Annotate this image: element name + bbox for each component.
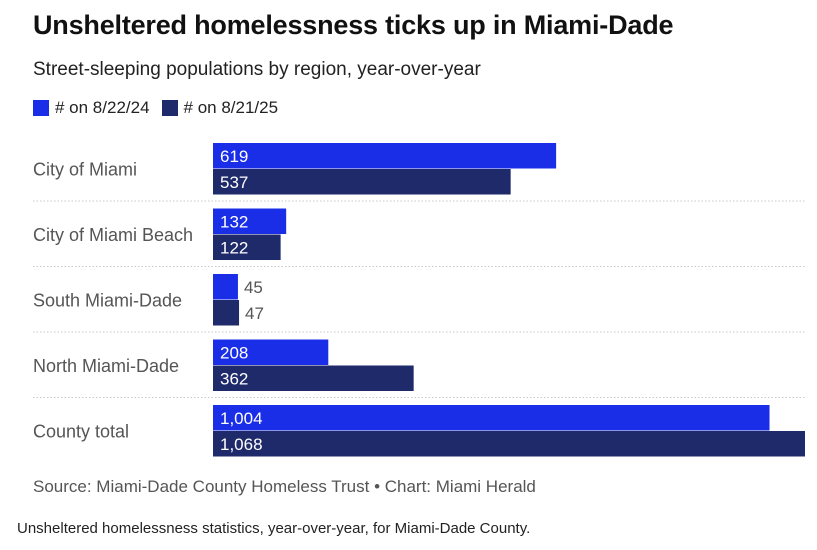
legend-label-2025: # on 8/21/25 <box>183 98 279 117</box>
data-label-north-miami-dade-series-1: 362 <box>220 369 248 388</box>
data-label-county-total-series-1: 1,068 <box>220 435 263 454</box>
category-label-north-miami-dade: North Miami-Dade <box>33 356 179 376</box>
data-label-south-miami-dade-series-1: 47 <box>245 304 264 323</box>
data-label-city-of-miami-beach-series-0: 132 <box>220 212 248 231</box>
data-label-north-miami-dade-series-0: 208 <box>220 343 248 362</box>
bar-south-miami-dade-series-0 <box>213 274 238 300</box>
category-label-city-of-miami: City of Miami <box>33 160 137 180</box>
bar-chart: City of Miami 619 537 City of Miami Beach 13… <box>33 143 805 457</box>
data-label-city-of-miami-series-1: 537 <box>220 173 248 192</box>
bar-north-miami-dade-series-0 <box>213 339 329 365</box>
data-label-city-of-miami-beach-series-1: 122 <box>220 238 248 257</box>
bar-city-of-miami-beach-series-1 <box>213 234 281 260</box>
bar-county-total-series-0 <box>213 405 770 431</box>
data-label-south-miami-dade-series-0: 45 <box>244 278 263 297</box>
bar-city-of-miami-series-1 <box>213 169 511 195</box>
source-note: Source: Miami-Dade County Homeless Trust… <box>33 477 536 496</box>
legend-swatch-2025 <box>161 100 178 116</box>
bar-city-of-miami-beach-series-0 <box>213 208 287 234</box>
legend-item-2025: # on 8/21/25 <box>161 98 279 118</box>
category-label-south-miami-dade: South Miami-Dade <box>33 291 182 311</box>
bar-county-total-series-1 <box>213 431 805 457</box>
legend-swatch-2024 <box>33 100 49 116</box>
image-caption: Unsheltered homelessness statistics, yea… <box>17 520 531 537</box>
bar-south-miami-dade-series-1 <box>213 300 240 326</box>
chart-subtitle: Street-sleeping populations by region, y… <box>33 59 481 80</box>
bar-north-miami-dade-series-1 <box>213 365 414 391</box>
category-label-city-of-miami-beach: City of Miami Beach <box>33 225 193 245</box>
category-label-county-total: County total <box>33 422 129 442</box>
chart-title: Unsheltered homelessness ticks up in Mia… <box>33 10 674 40</box>
legend-label-2024: # on 8/22/24 <box>55 98 150 117</box>
data-label-county-total-series-0: 1,004 <box>220 409 263 428</box>
data-label-city-of-miami-series-0: 619 <box>220 147 248 166</box>
bar-city-of-miami-series-0 <box>213 143 557 169</box>
legend: # on 8/22/24 # on 8/21/25 <box>33 98 290 118</box>
legend-item-2024: # on 8/22/24 <box>33 98 150 118</box>
